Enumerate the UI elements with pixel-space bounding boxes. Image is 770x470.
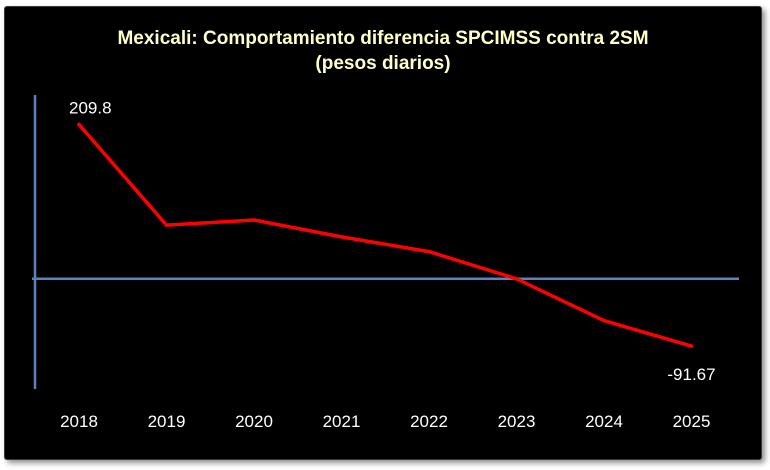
line-chart: Mexicali: Comportamiento diferencia SPCI… bbox=[32, 28, 739, 431]
data-label-2025: -91.67 bbox=[667, 365, 715, 384]
data-point-2018 bbox=[77, 122, 81, 127]
chart-title-line-1: Mexicali: Comportamiento diferencia SPCI… bbox=[117, 28, 648, 49]
data-label-2018: 209.8 bbox=[69, 99, 112, 118]
data-point-2019 bbox=[164, 223, 169, 227]
x-tick-label-2021: 2021 bbox=[323, 412, 361, 431]
chart-frame: Mexicali: Comportamiento diferencia SPCI… bbox=[4, 6, 762, 460]
data-point-2021 bbox=[339, 235, 344, 239]
data-point-2024 bbox=[602, 318, 606, 323]
chart-title-line-2: (pesos diarios) bbox=[315, 53, 450, 74]
data-point-2025 bbox=[689, 344, 694, 348]
x-tick-label-2024: 2024 bbox=[585, 412, 623, 431]
x-tick-label-2022: 2022 bbox=[410, 412, 448, 431]
data-point-2022 bbox=[427, 249, 431, 254]
x-tick-label-2018: 2018 bbox=[60, 412, 98, 431]
x-tick-label-2023: 2023 bbox=[498, 412, 536, 431]
x-tick-label-2025: 2025 bbox=[673, 412, 711, 431]
data-point-2023 bbox=[514, 277, 519, 281]
x-tick-label-2020: 2020 bbox=[235, 412, 273, 431]
x-tick-label-2019: 2019 bbox=[148, 412, 186, 431]
data-point-2020 bbox=[252, 218, 256, 222]
series-line-0 bbox=[77, 122, 694, 348]
